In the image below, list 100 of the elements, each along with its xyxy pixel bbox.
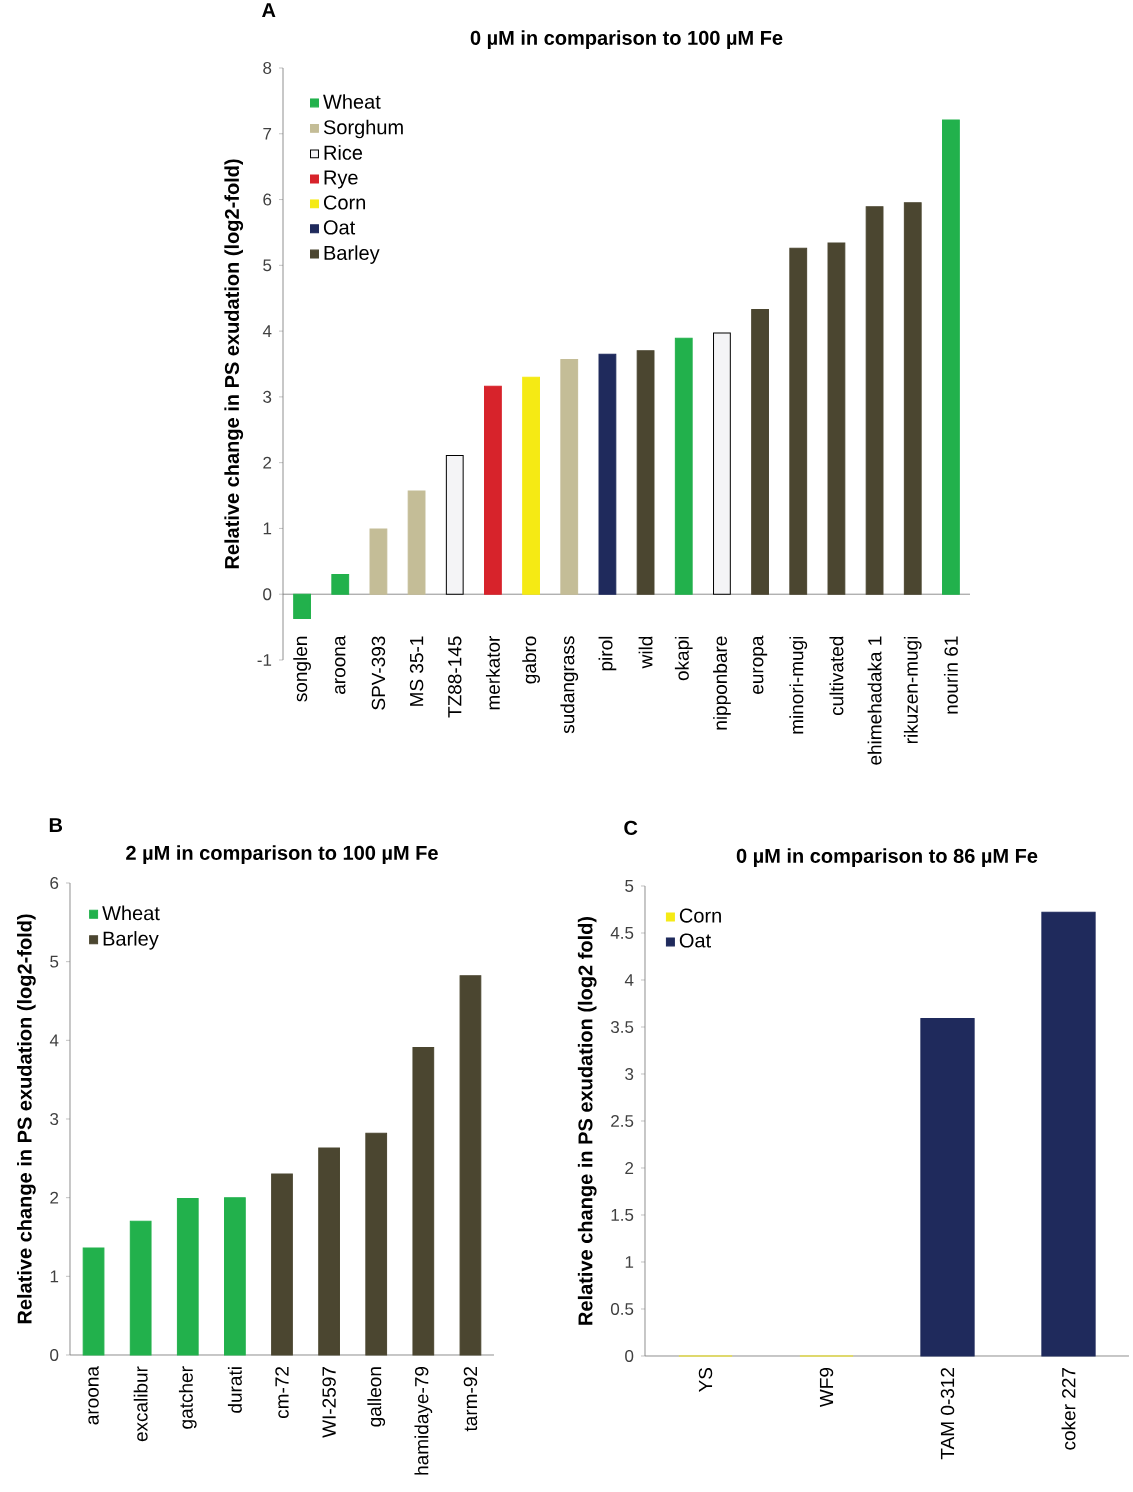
bar: [412, 1046, 435, 1356]
x-tick-label: excalibur: [133, 1366, 148, 1442]
x-tick-label: coker 227: [1061, 1368, 1076, 1450]
x-tick-label: ehimehadaka 1: [867, 636, 882, 765]
text: B: [49, 818, 63, 832]
x-tick-label: TAM 0-312: [940, 1368, 955, 1460]
x-tick-label: tarm-92: [463, 1367, 478, 1432]
bar: [522, 376, 540, 595]
y-tick-label: 6: [50, 876, 59, 890]
x-tick-label: gatcher: [178, 1366, 197, 1429]
y-tick-label: 0: [263, 588, 272, 601]
bar: [598, 353, 617, 595]
x-tick-label: WI-2597: [322, 1367, 336, 1438]
x-tick-label: sudangrass: [560, 636, 579, 734]
chart-title: 0 µM in comparison to 86 µM Fe: [736, 848, 1038, 867]
x-tick-label: WF9: [819, 1367, 834, 1408]
x-tick-label: TZ88-145: [448, 636, 462, 718]
bar: [369, 528, 388, 595]
x-tick-label: MS 35-1: [409, 636, 424, 706]
bar: [129, 1220, 152, 1356]
bar: [445, 454, 464, 595]
x-tick-label: okapi: [674, 636, 693, 681]
legend-label: Corn: [323, 195, 366, 210]
y-tick-label: 5: [625, 880, 634, 892]
bar: [331, 573, 350, 595]
y-axis-title: Relative change in PS exudation (log2-fold): [224, 159, 244, 569]
y-tick-label: 4: [624, 974, 634, 986]
y-tick-label: 4: [262, 325, 272, 337]
bar: [176, 1197, 199, 1356]
bar: [903, 202, 922, 595]
x-tick-label: europa: [753, 635, 768, 694]
bar: [224, 1197, 246, 1356]
bar: [674, 337, 693, 595]
y-tick-label: 4.5: [610, 927, 634, 939]
x-tick-label: SPV-393: [371, 636, 386, 710]
y-tick-label: -1: [257, 654, 272, 666]
bar: [293, 593, 311, 620]
x-tick-label: songlen: [293, 636, 311, 702]
text: C: [624, 820, 638, 835]
bar: [407, 490, 426, 595]
bar: [560, 358, 579, 595]
y-tick-label: 2: [625, 1162, 634, 1174]
legend-label: Oat: [323, 220, 356, 235]
bar: [789, 247, 808, 595]
legend-label: Barley: [103, 931, 159, 950]
legend-label: Corn: [679, 908, 721, 923]
y-tick-label: 0: [625, 1349, 634, 1362]
y-tick-label: 0: [50, 1348, 59, 1361]
bar: [865, 206, 884, 595]
x-tick-label: merkator: [485, 635, 500, 710]
x-tick-label: aroona: [335, 635, 346, 694]
chart-title: 2 µM in comparison to 100 µM Fe: [126, 845, 438, 864]
legend-label: Oat: [679, 933, 711, 948]
bar: [484, 385, 502, 595]
x-tick-label: cm-72: [275, 1367, 289, 1419]
legend-label: Wheat: [323, 94, 381, 109]
y-tick-label: 5: [263, 259, 272, 272]
y-axis-title: Relative change in PS exudation (log2-fold): [17, 914, 36, 1324]
y-tick-label: 6: [263, 193, 272, 206]
legend-label: Sorghum: [323, 119, 403, 139]
y-tick-label: 1: [50, 1270, 59, 1283]
x-tick-label: galleon: [367, 1367, 386, 1427]
x-tick-label: durati: [227, 1367, 242, 1413]
legend-label: Rice: [324, 145, 363, 160]
x-tick-label: wild: [638, 636, 653, 669]
x-tick-label: nipponbare: [713, 636, 731, 730]
y-tick-label: 3: [263, 390, 272, 403]
x-tick-label: cultivated: [829, 636, 844, 716]
bar: [713, 332, 731, 595]
y-tick-label: 3.5: [610, 1020, 634, 1034]
x-tick-label: gabro: [522, 636, 540, 684]
text: A: [261, 3, 276, 17]
x-tick-label: hamidaye-79: [414, 1366, 433, 1475]
y-tick-label: 4: [49, 1034, 59, 1047]
bar: [942, 119, 960, 595]
x-tick-label: YS: [698, 1367, 713, 1392]
x-tick-label: nourin 61: [943, 636, 958, 714]
bar: [318, 1147, 340, 1356]
bar: [827, 242, 846, 595]
bar: [365, 1132, 388, 1356]
y-tick-label: 1.5: [611, 1209, 634, 1221]
y-tick-label: 2: [50, 1191, 59, 1204]
y-tick-label: 1: [263, 522, 272, 535]
x-tick-label: minori-mugi: [789, 636, 808, 734]
bar: [751, 308, 769, 595]
y-tick-label: 2: [263, 456, 272, 469]
bar: [82, 1247, 105, 1356]
y-tick-label: 5: [50, 955, 59, 968]
x-tick-label: rikuzen-mugi: [903, 636, 922, 744]
y-tick-label: 0.5: [610, 1302, 634, 1315]
y-tick-label: 3: [625, 1067, 634, 1081]
bar: [271, 1173, 293, 1356]
y-tick-label: 2.5: [611, 1114, 634, 1127]
bar: [636, 350, 655, 595]
y-tick-label: 8: [263, 61, 272, 74]
bar: [459, 975, 482, 1356]
legend-label: Rye: [324, 170, 358, 189]
x-tick-label: pirol: [598, 636, 617, 671]
legend-label: Wheat: [102, 905, 160, 921]
y-axis-title: Relative change in PS exudation (log2 fold): [577, 916, 597, 1325]
